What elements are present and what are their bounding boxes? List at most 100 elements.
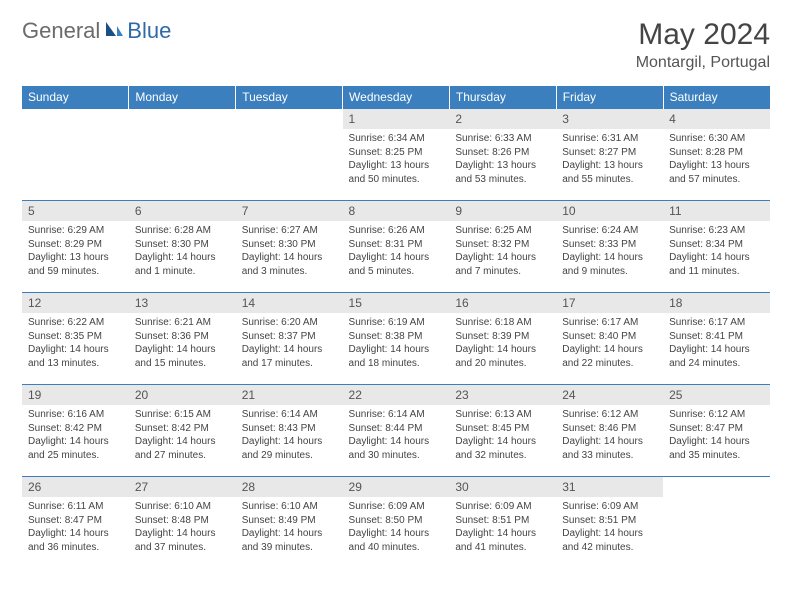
sunrise-text: Sunrise: 6:10 AM [242, 500, 337, 514]
sunrise-text: Sunrise: 6:34 AM [349, 132, 444, 146]
day-number: 31 [556, 477, 663, 497]
daylight-text: Daylight: 14 hours and 35 minutes. [669, 435, 764, 462]
day-number: 3 [556, 109, 663, 129]
sunrise-text: Sunrise: 6:20 AM [242, 316, 337, 330]
day-number: 29 [343, 477, 450, 497]
daylight-text: Daylight: 14 hours and 32 minutes. [455, 435, 550, 462]
calendar-day-cell [129, 109, 236, 201]
calendar-day-cell: 11Sunrise: 6:23 AMSunset: 8:34 PMDayligh… [663, 201, 770, 293]
calendar-day-cell: 8Sunrise: 6:26 AMSunset: 8:31 PMDaylight… [343, 201, 450, 293]
daylight-text: Daylight: 13 hours and 59 minutes. [28, 251, 123, 278]
daylight-text: Daylight: 13 hours and 53 minutes. [455, 159, 550, 186]
day-number: 7 [236, 201, 343, 221]
day-data: Sunrise: 6:17 AMSunset: 8:41 PMDaylight:… [663, 313, 770, 378]
day-number: 17 [556, 293, 663, 313]
daylight-text: Daylight: 14 hours and 30 minutes. [349, 435, 444, 462]
day-data: Sunrise: 6:13 AMSunset: 8:45 PMDaylight:… [449, 405, 556, 470]
day-number: 22 [343, 385, 450, 405]
calendar-day-cell: 5Sunrise: 6:29 AMSunset: 8:29 PMDaylight… [22, 201, 129, 293]
sunrise-text: Sunrise: 6:28 AM [135, 224, 230, 238]
day-data: Sunrise: 6:23 AMSunset: 8:34 PMDaylight:… [663, 221, 770, 286]
daylight-text: Daylight: 14 hours and 37 minutes. [135, 527, 230, 554]
day-data: Sunrise: 6:09 AMSunset: 8:50 PMDaylight:… [343, 497, 450, 562]
sunrise-text: Sunrise: 6:25 AM [455, 224, 550, 238]
sunset-text: Sunset: 8:26 PM [455, 146, 550, 160]
sunset-text: Sunset: 8:39 PM [455, 330, 550, 344]
daylight-text: Daylight: 14 hours and 27 minutes. [135, 435, 230, 462]
day-data [129, 113, 236, 175]
sunset-text: Sunset: 8:37 PM [242, 330, 337, 344]
day-number: 10 [556, 201, 663, 221]
sunset-text: Sunset: 8:51 PM [562, 514, 657, 528]
calendar-day-cell: 24Sunrise: 6:12 AMSunset: 8:46 PMDayligh… [556, 385, 663, 477]
calendar-week-row: 19Sunrise: 6:16 AMSunset: 8:42 PMDayligh… [22, 385, 770, 477]
sunset-text: Sunset: 8:35 PM [28, 330, 123, 344]
daylight-text: Daylight: 14 hours and 11 minutes. [669, 251, 764, 278]
daylight-text: Daylight: 14 hours and 39 minutes. [242, 527, 337, 554]
sunset-text: Sunset: 8:47 PM [669, 422, 764, 436]
sunrise-text: Sunrise: 6:13 AM [455, 408, 550, 422]
daylight-text: Daylight: 14 hours and 33 minutes. [562, 435, 657, 462]
daylight-text: Daylight: 14 hours and 40 minutes. [349, 527, 444, 554]
sunrise-text: Sunrise: 6:26 AM [349, 224, 444, 238]
day-data: Sunrise: 6:34 AMSunset: 8:25 PMDaylight:… [343, 129, 450, 194]
day-number: 8 [343, 201, 450, 221]
daylight-text: Daylight: 14 hours and 41 minutes. [455, 527, 550, 554]
calendar-day-cell: 28 Sunrise: 6:10 AMSunset: 8:49 PMDayligh… [236, 477, 343, 569]
sunset-text: Sunset: 8:41 PM [669, 330, 764, 344]
daylight-text: Daylight: 14 hours and 25 minutes. [28, 435, 123, 462]
sunrise-text: Sunrise: 6:31 AM [562, 132, 657, 146]
calendar-day-cell: 16Sunrise: 6:18 AMSunset: 8:39 PMDayligh… [449, 293, 556, 385]
day-number: 2 [449, 109, 556, 129]
day-data: Sunrise: 6:28 AMSunset: 8:30 PMDaylight:… [129, 221, 236, 286]
daylight-text: Daylight: 14 hours and 18 minutes. [349, 343, 444, 370]
calendar-table: Sunday Monday Tuesday Wednesday Thursday… [22, 86, 770, 569]
calendar-day-cell: 3Sunrise: 6:31 AMSunset: 8:27 PMDaylight… [556, 109, 663, 201]
day-data: Sunrise: 6:30 AMSunset: 8:28 PMDaylight:… [663, 129, 770, 194]
brand-logo: General Blue [22, 18, 171, 44]
daylight-text: Daylight: 13 hours and 50 minutes. [349, 159, 444, 186]
sunrise-text: Sunrise: 6:22 AM [28, 316, 123, 330]
month-title: May 2024 [636, 18, 770, 52]
day-data: Sunrise: 6:12 AMSunset: 8:47 PMDaylight:… [663, 405, 770, 470]
day-number: 12 [22, 293, 129, 313]
calendar-day-cell: 31Sunrise: 6:09 AMSunset: 8:51 PMDayligh… [556, 477, 663, 569]
weekday-header: Thursday [449, 86, 556, 109]
sunrise-text: Sunrise: 6:29 AM [28, 224, 123, 238]
sunset-text: Sunset: 8:28 PM [669, 146, 764, 160]
brand-part1: General [22, 18, 100, 44]
calendar-day-cell: 14Sunrise: 6:20 AMSunset: 8:37 PMDayligh… [236, 293, 343, 385]
calendar-day-cell: 9Sunrise: 6:25 AMSunset: 8:32 PMDaylight… [449, 201, 556, 293]
calendar-day-cell [22, 109, 129, 201]
calendar-week-row: 1Sunrise: 6:34 AMSunset: 8:25 PMDaylight… [22, 109, 770, 201]
day-number: 28 [236, 477, 343, 497]
sunset-text: Sunset: 8:50 PM [349, 514, 444, 528]
daylight-text: Daylight: 14 hours and 9 minutes. [562, 251, 657, 278]
day-number: 5 [22, 201, 129, 221]
sunset-text: Sunset: 8:36 PM [135, 330, 230, 344]
calendar-day-cell: 17Sunrise: 6:17 AMSunset: 8:40 PMDayligh… [556, 293, 663, 385]
daylight-text: Daylight: 14 hours and 1 minute. [135, 251, 230, 278]
daylight-text: Daylight: 14 hours and 5 minutes. [349, 251, 444, 278]
day-data: Sunrise: 6:17 AMSunset: 8:40 PMDaylight:… [556, 313, 663, 378]
sunset-text: Sunset: 8:49 PM [242, 514, 337, 528]
calendar-day-cell: 7Sunrise: 6:27 AMSunset: 8:30 PMDaylight… [236, 201, 343, 293]
sunset-text: Sunset: 8:30 PM [135, 238, 230, 252]
calendar-day-cell: 20Sunrise: 6:15 AMSunset: 8:42 PMDayligh… [129, 385, 236, 477]
weekday-header: Saturday [663, 86, 770, 109]
sunset-text: Sunset: 8:46 PM [562, 422, 657, 436]
sunset-text: Sunset: 8:47 PM [28, 514, 123, 528]
sunrise-text: Sunrise: 6:09 AM [562, 500, 657, 514]
day-data: Sunrise: 6:15 AMSunset: 8:42 PMDaylight:… [129, 405, 236, 470]
calendar-day-cell: 1Sunrise: 6:34 AMSunset: 8:25 PMDaylight… [343, 109, 450, 201]
weekday-header: Tuesday [236, 86, 343, 109]
day-number: 23 [449, 385, 556, 405]
calendar-week-row: 12 Sunrise: 6:22 AMSunset: 8:35 PM Dayligh… [22, 293, 770, 385]
daylight-text: Daylight: 13 hours and 55 minutes. [562, 159, 657, 186]
sunrise-text: Sunrise: 6:23 AM [669, 224, 764, 238]
day-data: Sunrise: 6:25 AMSunset: 8:32 PMDaylight:… [449, 221, 556, 286]
sunset-text: Sunset: 8:30 PM [242, 238, 337, 252]
day-data: Sunrise: 6:14 AMSunset: 8:43 PMDaylight:… [236, 405, 343, 470]
day-data: Sunrise: 6:14 AMSunset: 8:44 PMDaylight:… [343, 405, 450, 470]
sunrise-text: Sunrise: 6:14 AM [349, 408, 444, 422]
